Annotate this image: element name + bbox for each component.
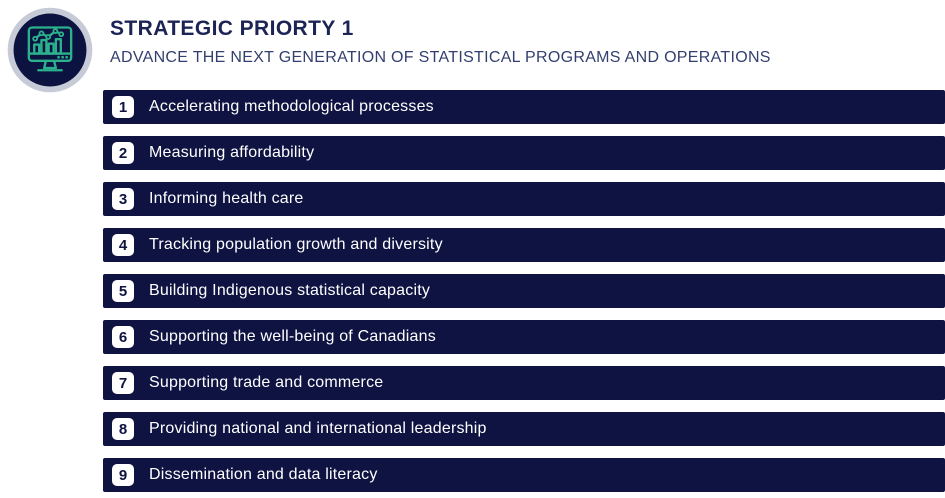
item-label: Building Indigenous statistical capacity — [149, 282, 431, 299]
priority-item-row: 4 Tracking population growth and diversi… — [103, 228, 945, 262]
page-title: STRATEGIC PRIORTY 1 — [110, 17, 354, 40]
header: STRATEGIC PRIORTY 1 ADVANCE THE NEXT GEN… — [110, 17, 771, 67]
item-label: Supporting the well-being of Canadians — [149, 328, 436, 345]
item-label: Measuring affordability — [149, 144, 315, 161]
priority-item-row: 1 Accelerating methodological processes — [103, 90, 945, 124]
priority-item-row: 5 Building Indigenous statistical capaci… — [103, 274, 945, 308]
item-label: Supporting trade and commerce — [149, 374, 384, 391]
priority-item-row: 7 Supporting trade and commerce — [103, 366, 945, 400]
item-number-badge: 3 — [112, 188, 134, 210]
page-subtitle: ADVANCE THE NEXT GENERATION OF STATISTIC… — [110, 49, 771, 67]
priority-item-row: 3 Informing health care — [103, 182, 945, 216]
item-number-badge: 7 — [112, 372, 134, 394]
priority-item-row: 6 Supporting the well-being of Canadians — [103, 320, 945, 354]
priority-items-list: 1 Accelerating methodological processes … — [103, 90, 945, 492]
item-number-badge: 6 — [112, 326, 134, 348]
monitor-statistics-icon-svg — [7, 7, 93, 93]
monitor-statistics-icon — [5, 5, 95, 95]
item-label: Providing national and international lea… — [149, 420, 487, 437]
item-number-badge: 5 — [112, 280, 134, 302]
item-number-badge: 9 — [112, 464, 134, 486]
priority-item-row: 2 Measuring affordability — [103, 136, 945, 170]
item-number-badge: 1 — [112, 96, 134, 118]
item-number-badge: 4 — [112, 234, 134, 256]
priority-item-row: 8 Providing national and international l… — [103, 412, 945, 446]
item-number-badge: 8 — [112, 418, 134, 440]
item-label: Tracking population growth and diversity — [149, 236, 443, 253]
item-label: Accelerating methodological processes — [149, 98, 434, 115]
item-label: Informing health care — [149, 190, 304, 207]
item-number-badge: 2 — [112, 142, 134, 164]
priority-item-row: 9 Dissemination and data literacy — [103, 458, 945, 492]
item-label: Dissemination and data literacy — [149, 466, 378, 483]
